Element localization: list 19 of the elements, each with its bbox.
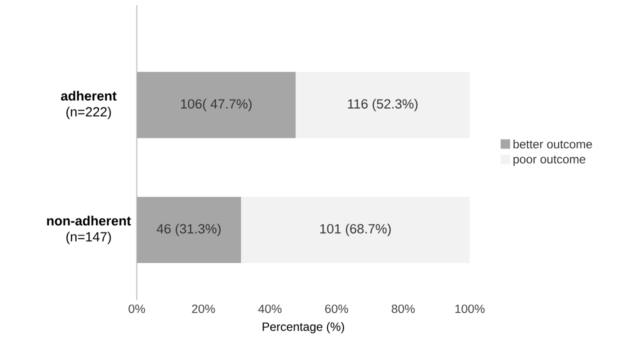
data-label: 106( 47.7%)	[181, 98, 252, 112]
bar	[136, 196, 242, 264]
bar	[296, 72, 470, 138]
x-tick-label: 0%	[128, 304, 146, 314]
legend-label: better outcome	[514, 140, 592, 148]
x-tick-label: 40%	[258, 304, 282, 314]
x-tick-label: 100%	[455, 304, 485, 314]
data-label: 116 (52.3%)	[348, 98, 418, 112]
y-tick-label: non-adherent (n=147)	[47, 216, 131, 244]
x-tick-label: 60%	[325, 304, 348, 314]
bar	[241, 196, 470, 264]
x-tick-label: 80%	[392, 304, 415, 314]
x-tick-label: 20%	[192, 304, 215, 314]
y-tick-label: adherent (n=222)	[61, 90, 117, 120]
data-label: 46 (31.3%)	[156, 224, 221, 236]
data-label: 101 (68.7%)	[320, 224, 391, 236]
x-axis-title: Percentage (%)	[262, 322, 344, 334]
bar	[136, 72, 296, 138]
legend-label: poor outcome	[514, 156, 586, 166]
